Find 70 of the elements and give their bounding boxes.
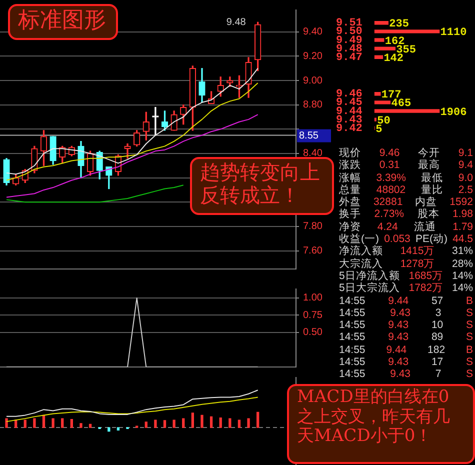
bar <box>374 55 384 59</box>
text: 外盘 32881 内盘 1592 <box>339 196 473 208</box>
bar <box>52 418 54 428</box>
bar <box>33 418 36 428</box>
bar <box>172 420 176 428</box>
y-tick-label: 9.20 <box>303 50 323 62</box>
bar <box>374 30 440 34</box>
bar <box>219 417 222 428</box>
text: 14:55 9.43 89 S <box>339 331 473 344</box>
text: MACD里的白线在0之上交叉，昨天有几天MACD小于0！ <box>287 384 475 464</box>
bar <box>163 420 166 428</box>
y-tick-label: 9.00 <box>303 75 323 86</box>
y-tick-label: 7.80 <box>303 221 323 232</box>
text: 收益(一) 0.053 PE(动) 44.5 <box>339 233 473 246</box>
text: 14:55 9.44 57 B <box>339 294 473 307</box>
data-label: 5 <box>376 124 383 136</box>
annotation: 趋势转变向上反转成立！ <box>200 160 320 207</box>
bar <box>88 424 92 428</box>
text: 14:55 9.43 3 S <box>339 306 473 319</box>
text: 净资 4.24 流通 1.79 <box>339 220 473 233</box>
text: 现价 9.46 今开 9.1 <box>339 147 473 159</box>
bar <box>374 92 381 96</box>
bar <box>182 418 185 428</box>
text: 涨跌 0.31 最高 9.4 <box>339 159 473 172</box>
data-label: 1906 <box>440 106 467 119</box>
bar <box>238 420 241 428</box>
text: 净流入额 1415万 31% <box>339 245 473 258</box>
text: 5日净流入额 1685万 14% <box>339 270 473 282</box>
text: 换手 2.73% 股本 1.98 <box>339 208 473 220</box>
bar <box>228 418 232 428</box>
annotation: 标准图形 <box>8 4 118 40</box>
bar <box>5 418 8 428</box>
text: 大宗流入 1278万 28% <box>339 258 473 270</box>
bar <box>191 412 194 428</box>
bar <box>24 420 26 428</box>
bar <box>374 21 388 25</box>
text: 14:55 9.43 10 S <box>339 319 473 332</box>
bar <box>116 427 120 431</box>
bar <box>144 422 148 428</box>
annotation: 9.48 <box>226 16 246 28</box>
bar <box>154 420 157 428</box>
candlestick <box>152 106 159 136</box>
bar <box>61 418 64 428</box>
y-tick-label: 8.80 <box>303 100 323 111</box>
ref-line-label: 8.55 <box>299 130 319 142</box>
bar <box>374 38 384 42</box>
text: 14:55 9.44 182 B <box>339 344 473 356</box>
y-tick-label: 0.50 <box>303 327 323 338</box>
bar <box>210 416 213 428</box>
text: 14:55 9.43 17 S <box>339 356 473 368</box>
bar <box>108 427 110 432</box>
y-tick-label: 9.40 <box>303 26 323 38</box>
y-tick-label: 7.60 <box>303 246 323 257</box>
bar <box>256 412 260 428</box>
y-tick-label: 0.75 <box>303 310 323 321</box>
bar <box>374 109 440 113</box>
bar <box>374 46 396 50</box>
bar <box>200 414 204 428</box>
text: 总量 48802 量比 2.5 <box>339 184 473 196</box>
text: 涨幅 3.39% 最低 9.0 <box>339 172 473 184</box>
data-label: 1110 <box>440 27 467 40</box>
y-tick-label: 1.00 <box>303 292 323 304</box>
text: 14:55 9.43 7 S <box>339 368 473 380</box>
text: 5日大宗流入 1782万 14% <box>339 282 473 295</box>
bar <box>247 418 250 428</box>
bar <box>374 100 391 104</box>
bar <box>70 418 74 428</box>
data-label: 235 <box>389 18 410 31</box>
bar <box>80 423 82 428</box>
y-tick-label: 8.40 <box>303 148 323 160</box>
